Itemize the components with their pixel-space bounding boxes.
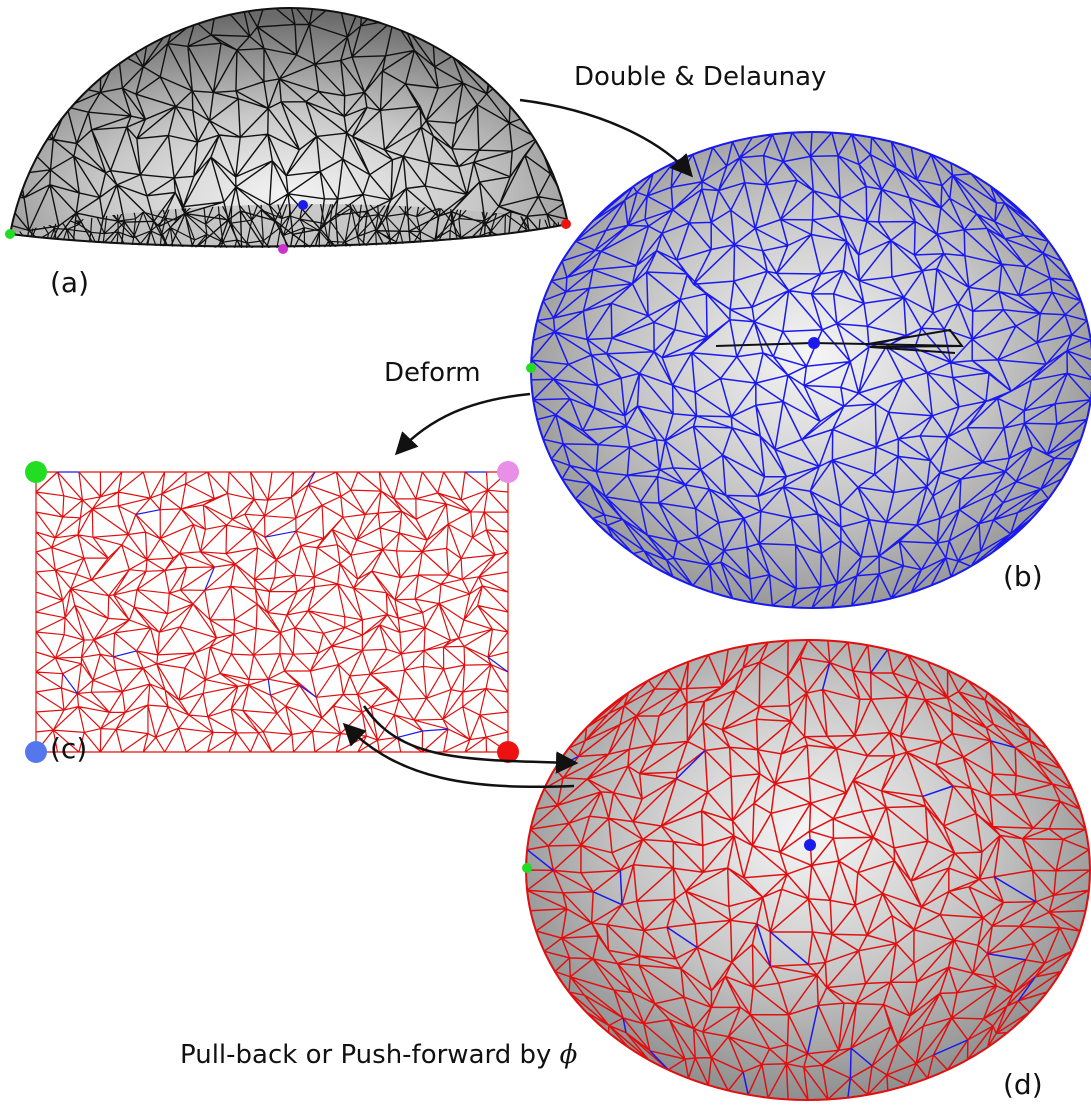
- label-double-delaunay: Double & Delaunay: [574, 62, 827, 92]
- marker-blue-point: [298, 200, 308, 210]
- pushed-center-point: [804, 839, 816, 851]
- hemisphere-outline: [9, 6, 569, 235]
- marker-magenta-point: [278, 244, 288, 254]
- corner-blue: [25, 741, 47, 763]
- arrows: [342, 98, 693, 789]
- doubled-center-point: [808, 337, 820, 349]
- pushed-surface: [526, 640, 1090, 1100]
- panel-d-pushed-surface: [522, 639, 1091, 1101]
- panel-b-doubled-surface: [526, 131, 1091, 609]
- seam-black-edges: [715, 328, 964, 354]
- label-pull-push: Pull-back or Push-forward by ϕ: [180, 1040, 577, 1070]
- label-deform: Deform: [384, 358, 481, 388]
- pushed-green-point: [522, 863, 532, 873]
- caption-c: (c): [50, 732, 88, 765]
- corner-red: [497, 741, 519, 763]
- label-phi: ϕ: [559, 1040, 578, 1070]
- caption-a: (a): [50, 266, 90, 299]
- marker-green-point: [5, 229, 15, 239]
- corner-violet: [497, 461, 519, 483]
- marker-red-point: [561, 219, 571, 229]
- arrow-deform: [394, 392, 531, 456]
- panel-c-square-domain: [25, 461, 519, 763]
- arrow-push-forward: [362, 705, 579, 774]
- arrow-pull-back: [342, 722, 575, 789]
- label-pull-push-text: Pull-back or Push-forward by: [180, 1040, 552, 1070]
- arrow-double-delaunay: [519, 98, 693, 178]
- caption-d: (d): [1003, 1068, 1043, 1101]
- hemisphere-rim-outline: [9, 223, 569, 248]
- caption-b: (b): [1003, 560, 1043, 593]
- panel-a-hemisphere: [5, 6, 571, 254]
- mesh-accent-edges: [57, 471, 509, 738]
- corner-green: [25, 461, 47, 483]
- doubled-green-point: [526, 363, 536, 373]
- square-mesh-red: [35, 471, 509, 753]
